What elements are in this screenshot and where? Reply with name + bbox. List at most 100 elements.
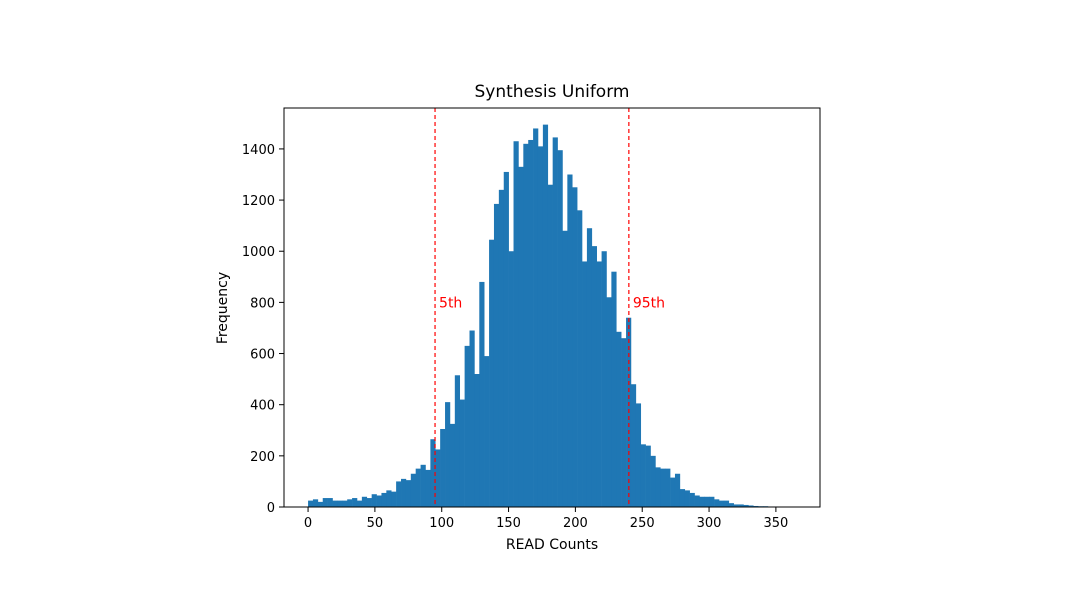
- histogram-bar: [528, 139, 534, 507]
- histogram-bar: [415, 468, 421, 507]
- histogram-bar: [537, 146, 544, 507]
- percentile-label-95th: 95th: [633, 295, 665, 311]
- histogram-bar: [728, 503, 734, 507]
- histogram-bar: [719, 500, 725, 507]
- histogram-bar: [523, 143, 529, 507]
- histogram-bar: [640, 444, 646, 507]
- histogram-bar: [459, 399, 465, 507]
- histogram-bar: [684, 490, 690, 508]
- histogram-bar: [630, 384, 637, 507]
- histogram-bar: [498, 189, 505, 507]
- x-axis-ticks: 0 50 100 150 200 250 300 350: [304, 507, 788, 531]
- histogram-bar: [381, 492, 387, 507]
- histogram-bar: [454, 375, 461, 507]
- y-tick-label: 1400: [242, 143, 275, 158]
- histogram-bar: [312, 499, 319, 507]
- histogram-bar: [425, 469, 431, 507]
- y-tick-label: 400: [250, 399, 275, 414]
- histogram-bar: [337, 500, 343, 507]
- histogram-bar: [635, 403, 642, 507]
- histogram-bar: [464, 345, 470, 507]
- histogram-bar: [601, 251, 607, 507]
- histogram-bar: [577, 210, 583, 507]
- plot-frame: [283, 107, 821, 508]
- histogram-bar: [386, 490, 392, 508]
- histogram-bar: [445, 402, 451, 507]
- histogram-bar: [420, 464, 426, 507]
- histogram-bar: [562, 230, 568, 507]
- histogram-bar: [361, 496, 368, 507]
- histogram-bar: [699, 496, 705, 507]
- histogram-bar: [435, 449, 441, 507]
- histogram-bar: [621, 338, 627, 507]
- histogram-bar: [356, 500, 363, 507]
- histogram-bar: [567, 174, 573, 507]
- histogram-bar: [518, 166, 524, 507]
- y-tick-label: 600: [250, 348, 275, 363]
- histogram-bar: [723, 500, 730, 507]
- histogram-bar: [371, 494, 377, 507]
- y-axis-ticks: 0 200 400 600 800 1000 1200 1400: [242, 143, 284, 516]
- x-tick-label: 250: [630, 516, 655, 531]
- histogram-bar: [616, 331, 622, 507]
- histogram-bars: [308, 124, 803, 508]
- x-tick-label: 150: [496, 516, 521, 531]
- histogram-bar: [410, 473, 416, 507]
- histogram-bar: [401, 478, 407, 507]
- x-tick-label: 200: [563, 516, 588, 531]
- y-tick-label: 200: [250, 450, 275, 465]
- histogram-bar: [714, 499, 720, 507]
- histogram-bar: [332, 500, 338, 507]
- x-tick-label: 350: [763, 516, 788, 531]
- histogram-bar: [391, 491, 397, 507]
- histogram-bar: [733, 504, 739, 507]
- histogram-bar: [484, 356, 490, 507]
- histogram-bar: [660, 468, 666, 507]
- histogram-bar: [430, 439, 436, 507]
- percentile-lines: 5th 95th: [434, 108, 665, 507]
- histogram-bar: [542, 124, 549, 508]
- histogram-bar: [689, 492, 695, 507]
- histogram-bar: [376, 495, 382, 507]
- histogram-bar: [342, 500, 348, 507]
- histogram-bar: [572, 187, 578, 508]
- histogram-bar: [440, 428, 446, 507]
- histogram-bar: [352, 498, 358, 507]
- y-tick-label: 1200: [242, 194, 275, 209]
- histogram-bar: [596, 261, 602, 507]
- histogram-bar: [557, 150, 563, 507]
- histogram-bar: [704, 496, 710, 507]
- histogram-bar: [674, 473, 681, 507]
- histogram-bar: [396, 481, 402, 507]
- histogram-bar: [582, 261, 588, 507]
- histogram-bar: [709, 496, 715, 507]
- histogram-bar: [748, 505, 754, 507]
- histogram-bar: [753, 505, 759, 507]
- histogram-bar: [366, 498, 372, 507]
- histogram-bar: [479, 281, 485, 507]
- histogram-bar: [347, 499, 353, 507]
- histogram-bar: [405, 480, 412, 507]
- histogram-bar: [606, 297, 612, 507]
- y-axis-label: Frequency: [215, 272, 231, 344]
- histogram-bar: [547, 184, 553, 508]
- histogram-bar: [489, 239, 495, 507]
- histogram-bar: [322, 498, 328, 507]
- x-axis-label: READ Counts: [506, 537, 598, 553]
- histogram-bar: [513, 141, 519, 507]
- histogram-bar: [474, 374, 480, 507]
- histogram-bar: [493, 203, 500, 507]
- histogram-bar: [670, 477, 676, 507]
- histogram-bar: [533, 128, 539, 507]
- x-tick-label: 100: [429, 516, 454, 531]
- histogram-bar: [327, 498, 333, 507]
- x-tick-label: 300: [697, 516, 722, 531]
- histogram-bar: [743, 504, 749, 507]
- histogram-bar: [645, 445, 651, 507]
- y-tick-label: 800: [250, 296, 275, 311]
- histogram-bar: [469, 330, 475, 507]
- histogram-bar: [694, 495, 700, 507]
- histogram-bar: [611, 271, 617, 507]
- histogram-bar: [738, 504, 744, 507]
